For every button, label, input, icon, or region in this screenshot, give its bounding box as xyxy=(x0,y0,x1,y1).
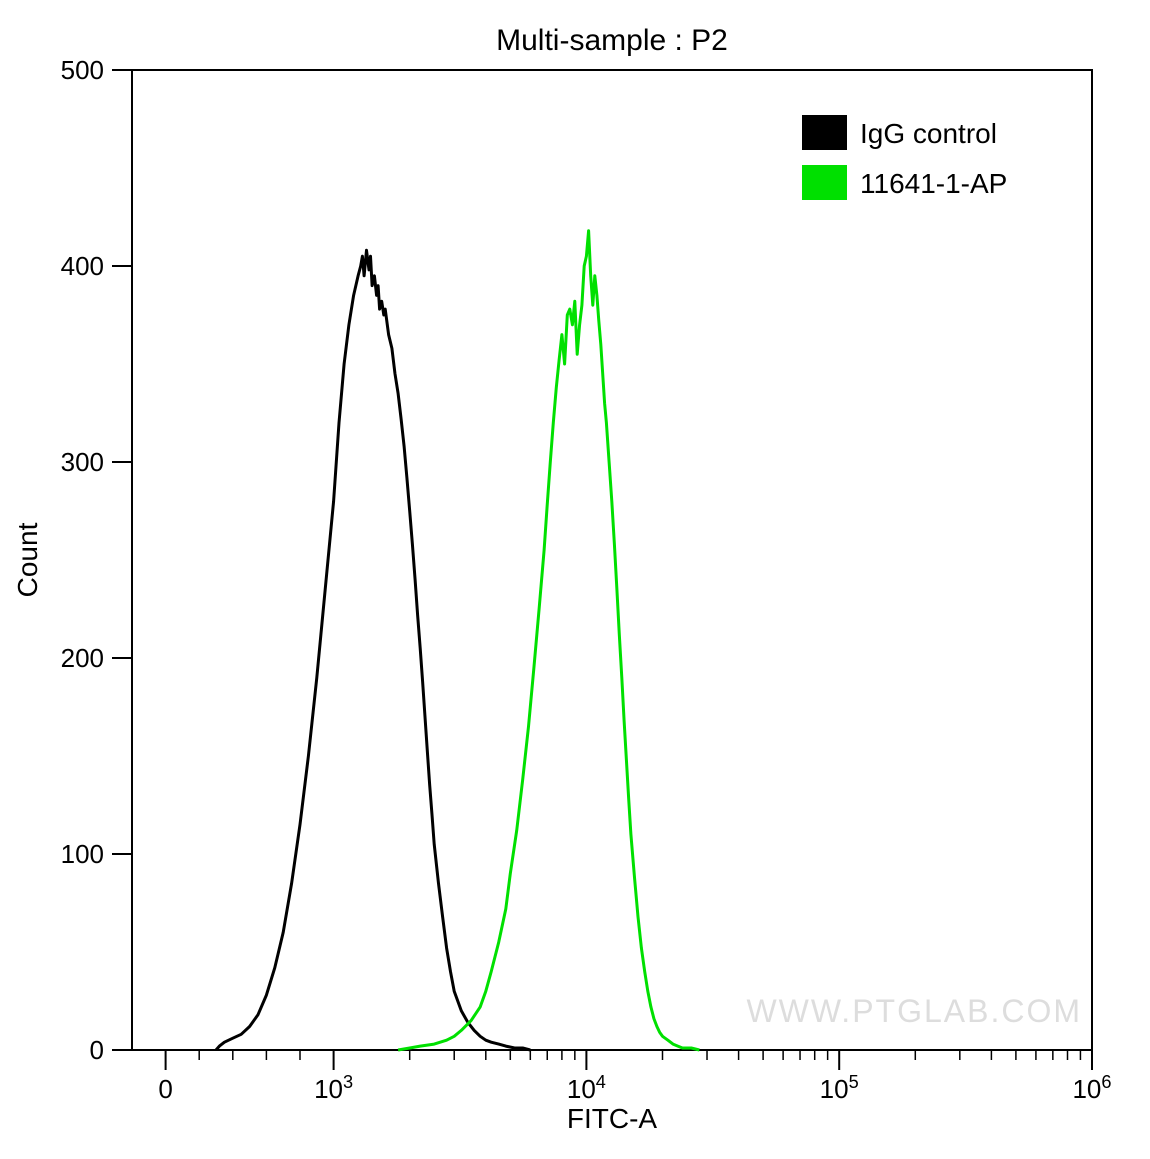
svg-text:100: 100 xyxy=(61,839,104,869)
svg-text:Multi-sample : P2: Multi-sample : P2 xyxy=(496,24,728,57)
svg-text:11641-1-AP: 11641-1-AP xyxy=(860,168,1007,199)
svg-text:106: 106 xyxy=(1072,1072,1111,1104)
flow-cytometry-chart: Multi-sample : P2 Count FITC-A 0 100 200 300 40… xyxy=(0,0,1150,1159)
svg-text:400: 400 xyxy=(61,251,104,281)
svg-text:0: 0 xyxy=(158,1074,172,1104)
svg-text:IgG control: IgG control xyxy=(860,118,997,149)
svg-text:WWW.PTGLAB.COM: WWW.PTGLAB.COM xyxy=(746,993,1082,1029)
svg-text:500: 500 xyxy=(61,55,104,85)
svg-text:300: 300 xyxy=(61,447,104,477)
svg-text:104: 104 xyxy=(567,1072,606,1104)
svg-text:Count: Count xyxy=(12,522,43,597)
svg-text:105: 105 xyxy=(820,1072,859,1104)
svg-text:0: 0 xyxy=(90,1035,104,1065)
svg-text:200: 200 xyxy=(61,643,104,673)
chart-svg: Multi-sample : P2 Count FITC-A 0 100 200 300 40… xyxy=(0,0,1150,1159)
svg-text:103: 103 xyxy=(314,1072,353,1104)
svg-text:FITC-A: FITC-A xyxy=(567,1103,658,1134)
